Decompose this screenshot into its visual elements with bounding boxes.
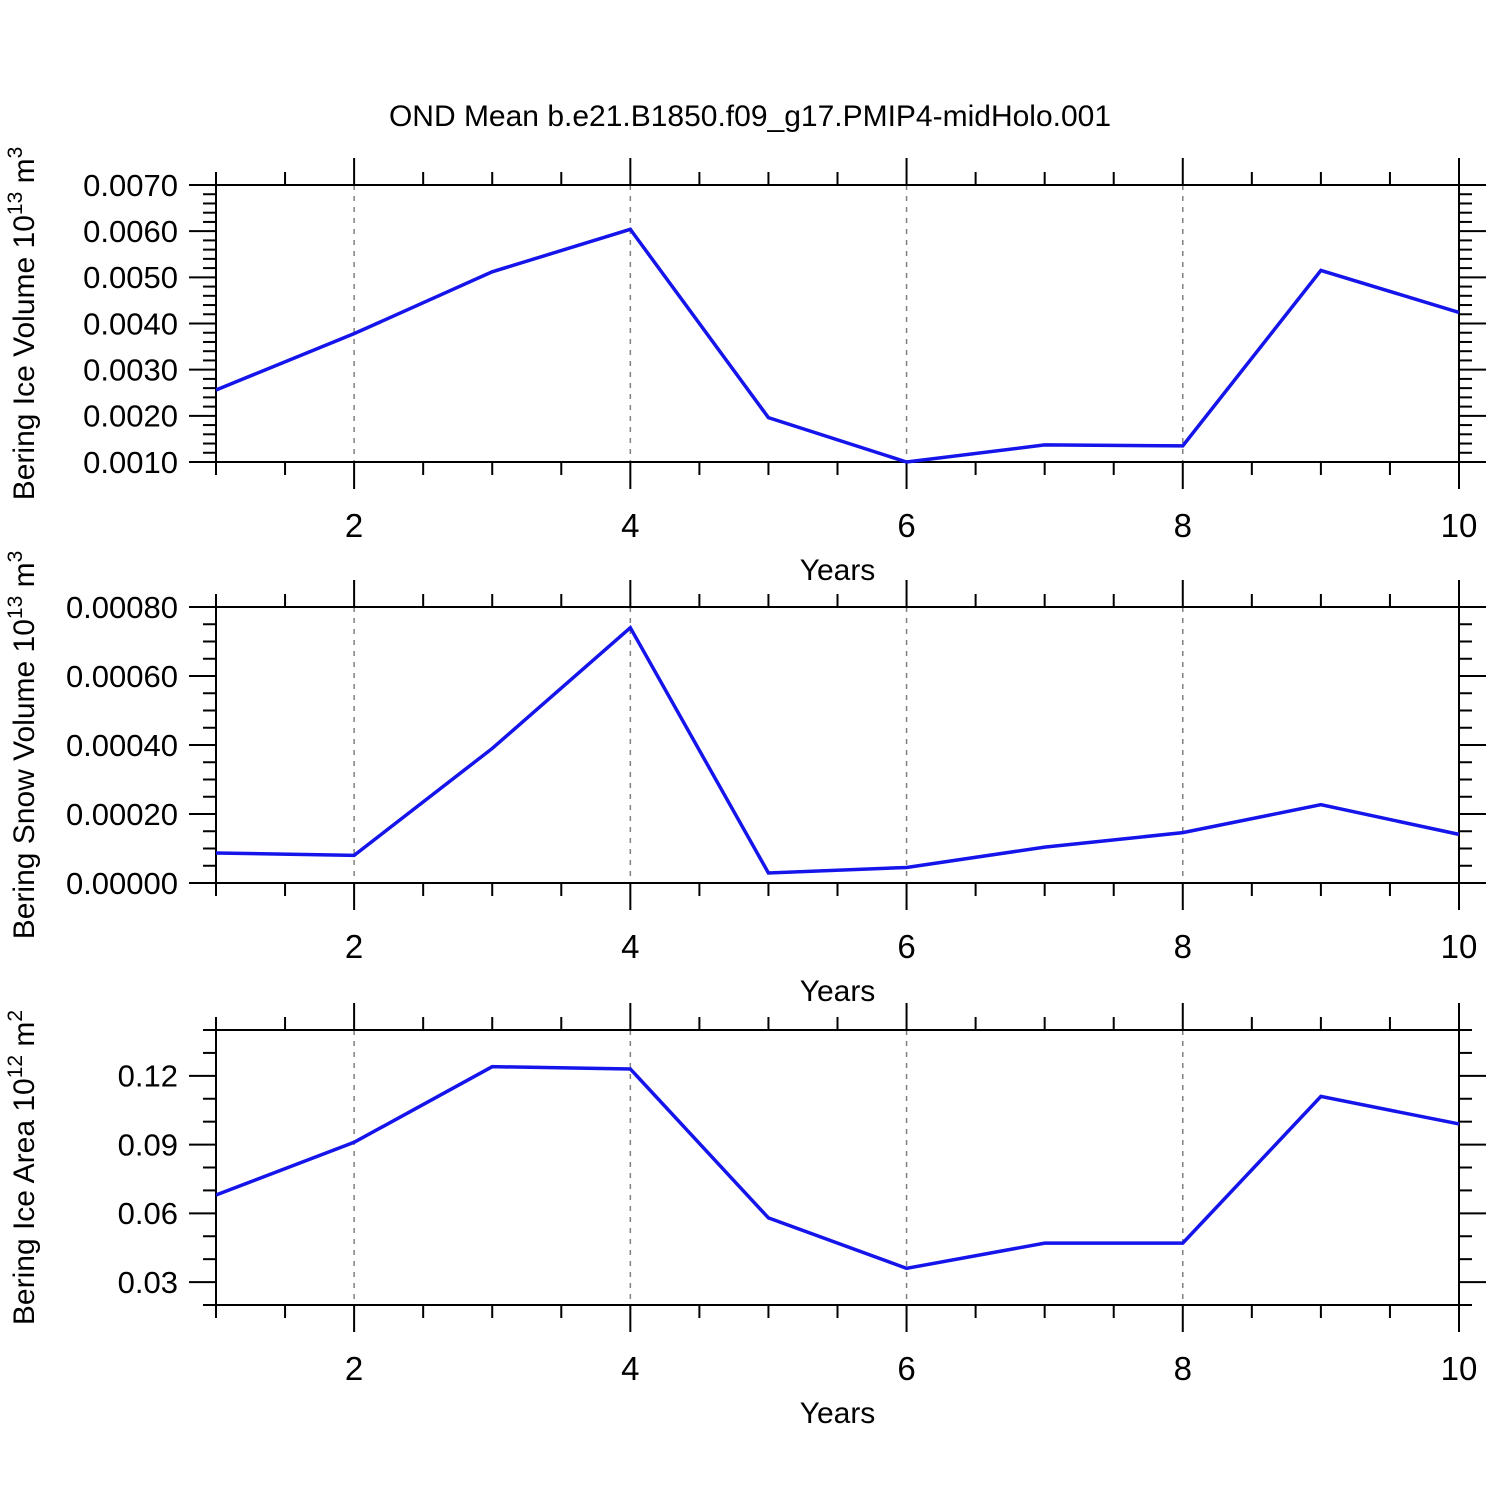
y-tick-label: 0.0010 — [83, 445, 178, 480]
y-tick-label: 0.00020 — [66, 797, 178, 832]
y-tick-label: 0.00040 — [66, 728, 178, 763]
y-tick-label: 0.0040 — [83, 306, 178, 341]
y-tick-label: 0.09 — [118, 1127, 178, 1162]
y-tick-label: 0.06 — [118, 1196, 178, 1231]
x-axis-title: Years — [800, 554, 876, 587]
x-tick-label: 10 — [1441, 928, 1478, 965]
plot-frame — [215, 1029, 1460, 1306]
x-tick-label: 6 — [897, 1350, 915, 1387]
panel-2: 0.00000 0.00020 0.00040 0.00060 0.00080 2 4 6 8 1… — [4, 551, 1486, 1008]
x-tick-label: 8 — [1174, 928, 1192, 965]
x-tick-label: 4 — [621, 507, 639, 544]
y-tick-label: 0.0030 — [83, 353, 178, 388]
y-tick-label: 0.0060 — [83, 214, 178, 249]
x-axis-title: Years — [800, 975, 876, 1008]
y-tick-label: 0.00000 — [66, 866, 178, 901]
y-axis-title: Bering Ice Area 1012 m2 — [4, 1010, 41, 1325]
series-line — [215, 1064, 1460, 1271]
figure-title: OND Mean b.e21.B1850.f09_g17.PMIP4-midHo… — [389, 100, 1111, 133]
series-line — [215, 227, 1460, 464]
plot-frame — [215, 606, 1460, 884]
x-tick-label: 2 — [345, 1350, 363, 1387]
y-tick-label: 0.0050 — [83, 260, 178, 295]
x-tick-label: 4 — [621, 1350, 639, 1387]
y-axis-title: Bering Ice Volume 1013 m3 — [4, 147, 41, 501]
x-tick-label: 10 — [1441, 1350, 1478, 1387]
x-axis-title: Years — [800, 1397, 876, 1430]
y-tick-label: 0.0020 — [83, 399, 178, 434]
y-tick-label: 0.12 — [118, 1059, 178, 1094]
x-tick-label: 2 — [345, 928, 363, 965]
y-tick-label: 0.03 — [118, 1265, 178, 1300]
x-tick-label: 2 — [345, 507, 363, 544]
plot-frame — [215, 184, 1460, 463]
x-tick-label: 6 — [897, 928, 915, 965]
series-line — [215, 624, 1460, 875]
x-tick-label: 6 — [897, 507, 915, 544]
y-tick-label: 0.00080 — [66, 590, 178, 625]
x-tick-label: 10 — [1441, 507, 1478, 544]
x-tick-label: 4 — [621, 928, 639, 965]
y-tick-label: 0.00060 — [66, 659, 178, 694]
panel-1: 0.0010 0.0020 0.0030 0.0040 0.0050 0.0060 0.00… — [4, 147, 1486, 587]
x-tick-label: 8 — [1174, 507, 1192, 544]
y-axis-title: Bering Snow Volume 1013 m3 — [4, 551, 41, 940]
y-tick-label: 0.0070 — [83, 168, 178, 203]
panel-3: 0.03 0.06 0.09 0.12 2 4 6 8 10 Years Bering Ice Ar… — [4, 1003, 1486, 1430]
x-tick-label: 8 — [1174, 1350, 1192, 1387]
